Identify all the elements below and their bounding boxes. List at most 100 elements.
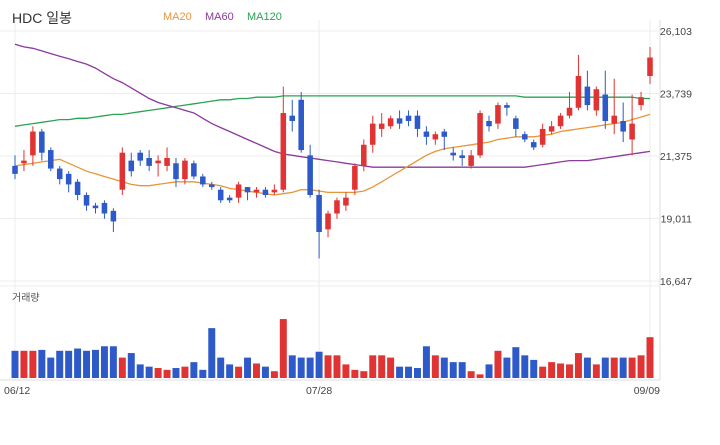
volume-bar — [235, 366, 243, 378]
candle-body — [459, 155, 465, 158]
candle-body — [137, 152, 143, 161]
ma120-line — [14, 95, 650, 127]
volume-bar — [351, 369, 359, 378]
volume-bar — [244, 357, 252, 378]
volume-bar — [56, 350, 64, 378]
candle-body — [200, 176, 206, 185]
volume-bar — [628, 357, 636, 378]
candle-body — [110, 210, 117, 222]
volume-bar — [592, 364, 600, 378]
candle-body — [92, 205, 99, 209]
x-tick-label: 07/28 — [306, 385, 332, 397]
volume-bar — [288, 355, 296, 378]
legend-ma60: MA60 — [205, 11, 234, 23]
volume-bar — [342, 364, 350, 378]
volume-bar — [396, 366, 404, 378]
volume-bar — [601, 357, 609, 378]
volume-bar — [163, 369, 171, 378]
volume-bar — [378, 355, 386, 378]
chart-title: HDC 일봉 — [12, 10, 72, 26]
volume-bar — [422, 346, 430, 378]
volume-bar — [646, 337, 654, 378]
candle-body — [262, 189, 269, 195]
candle-body — [441, 131, 448, 137]
candle-body — [65, 173, 72, 185]
volume-bar — [557, 363, 565, 378]
volume-bar — [494, 350, 502, 378]
volume-bar — [109, 346, 117, 378]
y-tick-label: 26,103 — [660, 26, 692, 38]
legend-ma120: MA120 — [247, 11, 282, 23]
candle-body — [575, 76, 582, 108]
volume-bar — [100, 346, 108, 378]
candle-body — [369, 123, 376, 145]
candle-body — [405, 115, 412, 121]
candle-body — [647, 57, 653, 77]
candle-body — [101, 202, 108, 214]
y-tick-label: 21,375 — [660, 151, 692, 163]
ma60-line — [14, 43, 651, 168]
volume-bar — [11, 350, 19, 378]
volume-bar — [324, 355, 332, 378]
volume-bar — [566, 364, 573, 378]
candle-body — [217, 189, 224, 201]
volume-bar — [440, 357, 448, 378]
candle-body — [423, 131, 430, 137]
volume-bar — [619, 357, 627, 378]
volume-bar — [485, 364, 493, 378]
volume-bar — [360, 371, 368, 378]
volume-bar — [449, 362, 457, 378]
candle-body — [504, 105, 510, 108]
volume-bar — [467, 371, 475, 378]
volume-bar — [539, 366, 547, 378]
volume-bar — [172, 368, 180, 378]
volume-bar — [199, 369, 207, 378]
candle-body — [298, 99, 304, 151]
candle-body — [146, 157, 152, 166]
candle-body — [486, 120, 492, 127]
candle-body — [414, 115, 421, 129]
volume-bar — [306, 357, 314, 378]
candle-body — [352, 165, 358, 190]
candle-body — [539, 128, 546, 145]
candle-body — [208, 184, 215, 188]
volume-bar — [476, 374, 484, 378]
candle-body — [83, 194, 90, 206]
volume-bar — [154, 368, 162, 378]
volume-bar — [136, 364, 144, 378]
candle-body — [289, 115, 296, 121]
candle-body — [396, 118, 403, 124]
volume-bar — [83, 350, 91, 378]
candle-body — [378, 123, 385, 129]
volume-bar — [261, 366, 269, 378]
candle-body — [244, 187, 251, 193]
volume-bar — [315, 351, 323, 378]
volume-bar — [270, 371, 278, 378]
candle-body — [361, 144, 367, 166]
volume-bar — [413, 368, 421, 378]
candle-body — [629, 123, 635, 140]
candle-body — [39, 131, 45, 153]
volume-bar — [208, 328, 216, 378]
volume-bar — [387, 357, 395, 378]
volume-bar — [503, 357, 511, 378]
volume-bar — [145, 366, 153, 378]
volume-bar — [583, 357, 591, 378]
candle-body — [164, 157, 170, 166]
candle-body — [620, 120, 626, 132]
candle-body — [128, 160, 135, 172]
volume-bar — [20, 350, 28, 378]
candle-body — [30, 131, 36, 156]
volume-bar — [190, 362, 198, 378]
volume-bar — [92, 349, 99, 378]
legend-ma20: MA20 — [163, 11, 192, 23]
volume-bar — [521, 355, 529, 378]
volume-bar — [610, 357, 618, 378]
candle-body — [307, 155, 313, 195]
candle-body — [602, 94, 609, 121]
candle-body — [387, 118, 394, 127]
volume-bar — [458, 362, 466, 378]
candle-body — [74, 181, 81, 195]
